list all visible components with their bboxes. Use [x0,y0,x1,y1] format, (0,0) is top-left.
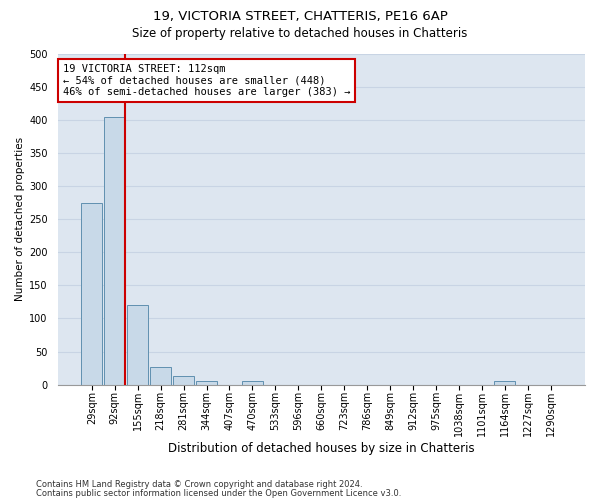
Bar [127,305,148,384]
Text: Contains public sector information licensed under the Open Government Licence v3: Contains public sector information licen… [36,488,401,498]
Bar [242,382,263,384]
Text: Contains HM Land Registry data © Crown copyright and database right 2024.: Contains HM Land Registry data © Crown c… [36,480,362,489]
Text: 19, VICTORIA STREET, CHATTERIS, PE16 6AP: 19, VICTORIA STREET, CHATTERIS, PE16 6AP [152,10,448,23]
Bar [173,376,194,384]
Text: 19 VICTORIA STREET: 112sqm
← 54% of detached houses are smaller (448)
46% of sem: 19 VICTORIA STREET: 112sqm ← 54% of deta… [63,64,350,97]
Bar [104,117,125,384]
Bar [82,203,102,384]
X-axis label: Distribution of detached houses by size in Chatteris: Distribution of detached houses by size … [168,442,475,455]
Bar [494,382,515,384]
Bar [151,366,171,384]
Text: Size of property relative to detached houses in Chatteris: Size of property relative to detached ho… [133,28,467,40]
Bar [196,382,217,384]
Y-axis label: Number of detached properties: Number of detached properties [15,137,25,302]
